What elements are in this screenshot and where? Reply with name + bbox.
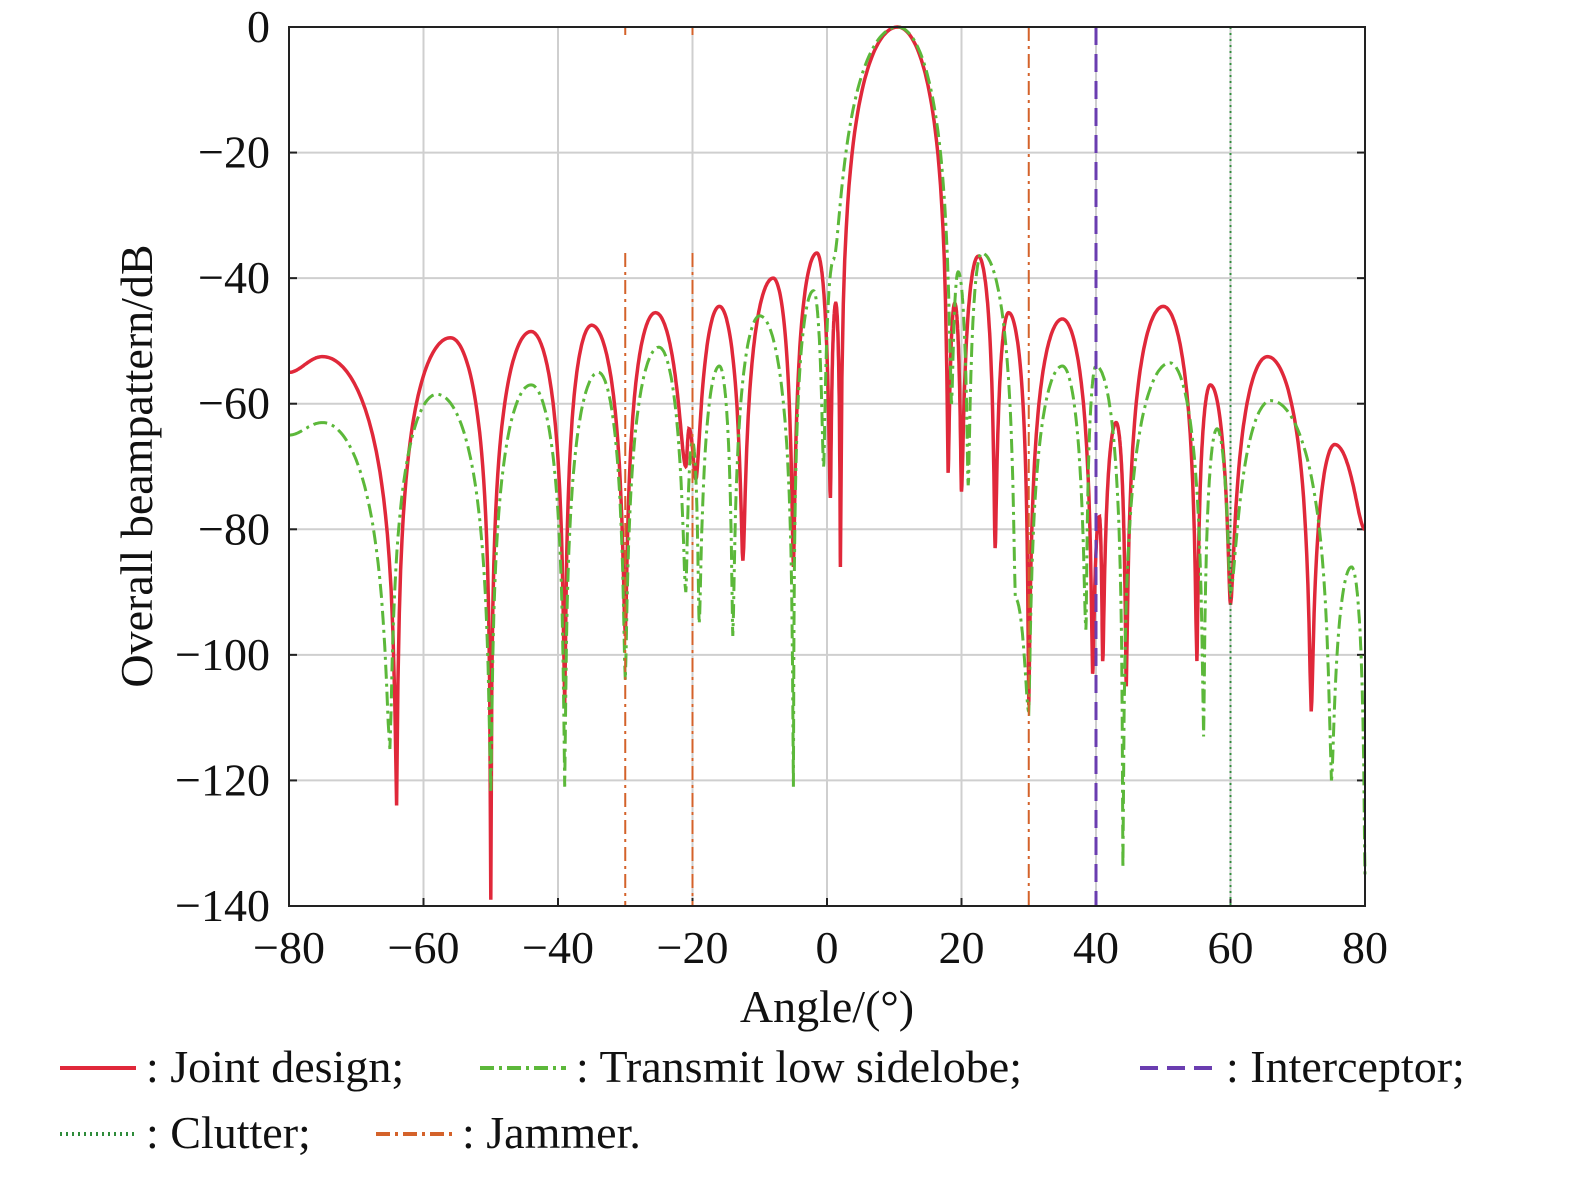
legend-item-transmit-low-sidelobe: : Transmit low sidelobe; [480,1041,1022,1092]
tick-labels: −80 −60 −40 −20 0 20 40 60 80 0 −20 −40 −60 −80 −100 −1… [175,1,1388,973]
x-tick-label: −60 [388,922,460,973]
y-tick-label: −20 [198,127,270,178]
x-tick-label: −40 [522,922,594,973]
x-tick-label: 0 [816,922,839,973]
x-tick-label: −20 [657,922,729,973]
legend-item-joint-design: : Joint design; [60,1041,404,1092]
x-tick-label: 40 [1073,922,1119,973]
plot-frame [288,26,1366,907]
x-axis-label: Angle/(°) [740,981,914,1032]
y-tick-label: −140 [175,880,270,931]
x-tick-label: 20 [939,922,985,973]
y-tick-label: −120 [175,754,270,805]
series-transmit-low-sidelobe [289,25,1367,875]
marker-lines [624,27,1232,906]
legend-label: : Interceptor; [1226,1041,1465,1092]
legend-label: : Clutter; [146,1107,311,1158]
legend-item-clutter: : Clutter; [60,1107,311,1158]
y-tick-label: −100 [175,629,270,680]
y-axis-label: Overall beampattern/dB [111,244,162,687]
legend-label: : Jammer. [462,1107,641,1158]
y-tick-label: −60 [198,378,270,429]
legend-item-jammer: : Jammer. [376,1107,641,1158]
x-tick-label: 80 [1342,922,1388,973]
legend: : Joint design; : Transmit low sidelobe;:… [60,1041,1465,1158]
y-tick-label: 0 [247,1,270,52]
y-tick-label: −40 [198,252,270,303]
x-tick-label: 60 [1208,922,1254,973]
legend-label: : Transmit low sidelobe; [576,1041,1022,1092]
legend-label: : Joint design; [146,1041,404,1092]
grid [288,26,1366,907]
y-tick-label: −80 [198,503,270,554]
legend-item-interceptor: : Interceptor; [1140,1041,1465,1092]
x-tick-label: −80 [253,922,325,973]
